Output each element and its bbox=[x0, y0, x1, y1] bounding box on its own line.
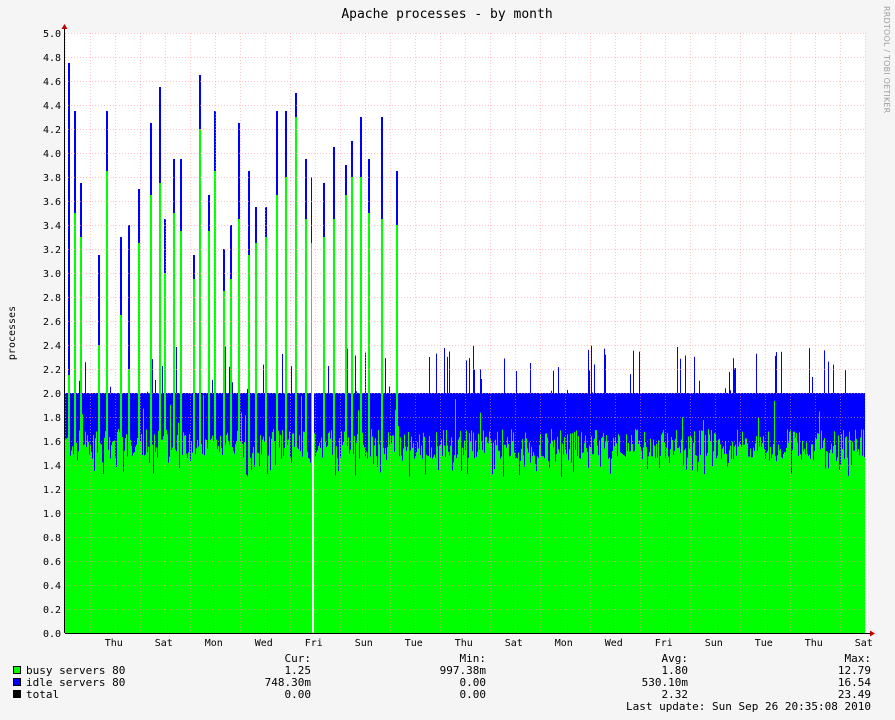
x-tick-label: Fri bbox=[655, 638, 673, 649]
busy-min: 997.38m bbox=[439, 664, 486, 677]
busy-cur: 1.25 bbox=[284, 664, 312, 677]
y-tick-label: 1.6 bbox=[43, 437, 61, 448]
y-tick-label: 2.0 bbox=[43, 389, 61, 400]
x-tick-label: Sun bbox=[705, 638, 723, 649]
y-tick-label: 0.0 bbox=[43, 629, 61, 640]
x-axis-arrow bbox=[870, 630, 875, 637]
y-tick-label: 0.8 bbox=[43, 533, 61, 544]
x-tick-label: Thu bbox=[805, 638, 823, 649]
header-cur: Cur: bbox=[284, 652, 312, 665]
header-min: Min: bbox=[459, 652, 487, 665]
last-update: Last update: Sun Sep 26 20:35:08 2010 bbox=[625, 700, 871, 713]
y-tick-label: 2.4 bbox=[43, 341, 61, 352]
legend-swatch-idle bbox=[13, 678, 21, 686]
chart: 0.0 0.2 0.4 0.6 0.8 1.0 1.2 1.4 1.6 1.8 2.0 2.2 2.4 2… bbox=[7, 7, 875, 649]
y-tick-label: 2.2 bbox=[43, 365, 61, 376]
idle-max: 16.54 bbox=[837, 676, 871, 689]
y-tick-label: 1.8 bbox=[43, 413, 61, 424]
x-tick-label: Sat bbox=[155, 638, 173, 649]
y-tick-label: 3.0 bbox=[43, 269, 61, 280]
legend-swatch-busy bbox=[13, 666, 21, 674]
x-tick-label: Wed bbox=[605, 638, 623, 649]
header-avg: Avg: bbox=[661, 652, 689, 665]
watermark: RRDTOOL / TOBI OETIKER bbox=[882, 6, 891, 114]
y-tick-label: 3.6 bbox=[43, 197, 61, 208]
y-tick-label: 4.0 bbox=[43, 149, 61, 160]
y-tick-label: 4.6 bbox=[43, 77, 61, 88]
y-tick-label: 0.2 bbox=[43, 605, 61, 616]
legend-row-busy: busy servers 80 1.25 997.38m 1.80 12.79 bbox=[0, 664, 895, 677]
y-tick-label: 1.0 bbox=[43, 509, 61, 520]
y-tick-label: 0.4 bbox=[43, 581, 61, 592]
legend-row-idle: idle servers 80 748.30m 0.00 530.10m 16.… bbox=[0, 676, 895, 689]
x-tick-label: Mon bbox=[555, 638, 573, 649]
header-max: Max: bbox=[844, 652, 872, 665]
y-tick-label: 0.6 bbox=[43, 557, 61, 568]
legend-row-total: total 0.00 0.00 2.32 23.49 bbox=[0, 688, 895, 701]
x-tick-label: Sat bbox=[855, 638, 873, 649]
legend-swatch-total bbox=[13, 690, 21, 698]
legend-label-total: total bbox=[26, 688, 60, 701]
y-tick-label: 2.8 bbox=[43, 293, 61, 304]
legend-label-idle: idle servers 80 bbox=[26, 676, 126, 689]
total-avg: 2.32 bbox=[661, 688, 689, 701]
idle-min: 0.00 bbox=[459, 676, 487, 689]
y-tick-label: 3.8 bbox=[43, 173, 61, 184]
y-axis-label: processes bbox=[7, 306, 18, 360]
x-tick-label: Thu bbox=[455, 638, 473, 649]
legend-header-row: Cur: Min: Avg: Max: bbox=[0, 652, 895, 665]
y-tick-label: 3.4 bbox=[43, 221, 61, 232]
x-tick-label: Tue bbox=[755, 638, 773, 649]
busy-avg: 1.80 bbox=[661, 664, 689, 677]
y-tick-label: 1.4 bbox=[43, 461, 61, 472]
y-tick-label: 5.0 bbox=[43, 29, 61, 40]
y-tick-label: 4.2 bbox=[43, 125, 61, 136]
y-tick-label: 4.4 bbox=[43, 101, 61, 112]
busy-max: 12.79 bbox=[837, 664, 871, 677]
y-tick-label: 3.2 bbox=[43, 245, 61, 256]
x-tick-label: Sun bbox=[355, 638, 373, 649]
y-axis-arrow bbox=[61, 24, 68, 29]
x-tick-label: Wed bbox=[255, 638, 273, 649]
x-tick-label: Sat bbox=[505, 638, 523, 649]
legend-label-busy: busy servers 80 bbox=[26, 664, 126, 677]
total-cur: 0.00 bbox=[284, 688, 312, 701]
y-tick-label: 1.2 bbox=[43, 485, 61, 496]
y-tick-label: 2.6 bbox=[43, 317, 61, 328]
x-tick-label: Mon bbox=[205, 638, 223, 649]
idle-avg: 530.10m bbox=[641, 676, 688, 689]
total-min: 0.00 bbox=[459, 688, 487, 701]
y-tick-label: 4.8 bbox=[43, 53, 61, 64]
total-max: 23.49 bbox=[837, 688, 871, 701]
x-tick-label: Fri bbox=[305, 638, 323, 649]
x-tick-label: Thu bbox=[105, 638, 123, 649]
idle-cur: 748.30m bbox=[264, 676, 311, 689]
x-tick-label: Tue bbox=[405, 638, 423, 649]
chart-title: Apache processes - by month bbox=[341, 7, 552, 22]
